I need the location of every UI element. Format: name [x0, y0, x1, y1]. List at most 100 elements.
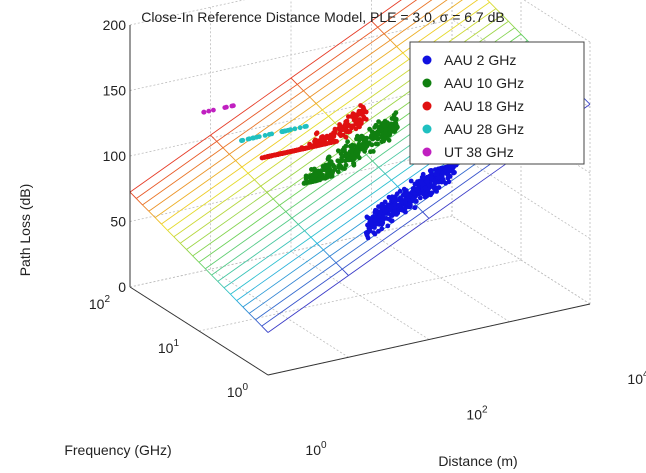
- series-aau-28-ghz: [239, 123, 309, 144]
- z-tick-label: 50: [110, 214, 126, 230]
- data-point: [325, 162, 331, 168]
- data-point: [224, 104, 229, 110]
- data-point: [401, 186, 407, 192]
- data-point: [377, 209, 383, 215]
- legend-label: UT 38 GHz: [444, 144, 514, 160]
- data-point: [379, 221, 385, 227]
- data-point: [330, 169, 336, 175]
- data-point: [429, 190, 435, 196]
- surface-line: [323, 249, 331, 257]
- tick-exponent: 2: [104, 294, 110, 305]
- data-point: [402, 199, 408, 205]
- data-point: [311, 144, 317, 149]
- data-point: [373, 141, 379, 147]
- legend-label: AAU 18 GHz: [444, 98, 524, 114]
- data-point: [443, 180, 449, 186]
- data-point: [425, 179, 430, 185]
- data-point: [353, 126, 359, 132]
- data-point: [211, 107, 216, 113]
- surface-line: [272, 198, 280, 206]
- data-point: [337, 131, 342, 137]
- data-point: [379, 201, 385, 207]
- surface-line: [254, 179, 262, 187]
- surface-line: [309, 96, 317, 104]
- data-point: [429, 175, 434, 180]
- surface-line: [247, 172, 255, 181]
- tick-exponent: 2: [482, 405, 488, 416]
- data-point: [281, 150, 287, 156]
- data-point: [239, 138, 245, 144]
- data-point: [300, 146, 305, 152]
- data-point: [201, 109, 207, 115]
- data-point: [291, 148, 297, 154]
- surface-line: [242, 306, 250, 314]
- data-point: [428, 168, 434, 173]
- floor-grid-line: [198, 259, 522, 332]
- data-point: [407, 201, 413, 207]
- data-point: [390, 212, 396, 217]
- data-point: [307, 145, 312, 150]
- x-tick-label: 100: [305, 440, 327, 458]
- data-point: [375, 136, 381, 142]
- data-point: [309, 167, 314, 172]
- data-point: [382, 135, 388, 141]
- y-tick-label: 102: [89, 294, 111, 312]
- legend-marker: [422, 101, 432, 111]
- chart-title: Close-In Reference Distance Model, PLE =…: [141, 9, 505, 25]
- data-point: [359, 144, 364, 150]
- data-point: [430, 184, 435, 189]
- data-point: [408, 178, 414, 184]
- surface-line: [297, 224, 305, 232]
- data-point: [335, 169, 341, 175]
- surface-line: [167, 230, 175, 238]
- data-point: [364, 143, 370, 149]
- legend-box: [409, 41, 585, 165]
- data-point: [262, 154, 267, 160]
- data-points: [201, 103, 459, 241]
- series-aau-2-ghz: [363, 162, 459, 241]
- surface-line: [260, 185, 268, 193]
- surface-line: [210, 134, 218, 142]
- data-point: [413, 198, 419, 204]
- data-point: [424, 193, 429, 199]
- data-point: [394, 212, 399, 217]
- data-point: [303, 173, 309, 179]
- surface-line: [422, 211, 430, 219]
- data-point: [328, 159, 334, 165]
- data-point: [325, 156, 331, 162]
- data-point: [451, 170, 456, 176]
- data-point: [343, 129, 349, 135]
- surface-line: [335, 262, 343, 270]
- tick-exponent: 1: [173, 338, 179, 349]
- surface-line: [248, 313, 256, 321]
- data-point: [416, 190, 422, 196]
- data-point: [343, 158, 348, 164]
- data-point: [446, 167, 452, 173]
- data-point: [345, 139, 350, 145]
- surface-line: [377, 26, 385, 35]
- data-point: [357, 119, 363, 125]
- data-point: [422, 185, 428, 191]
- x-tick-label: 104: [627, 369, 646, 387]
- z-tick-label: 150: [103, 83, 127, 99]
- tick-exponent: 0: [242, 382, 248, 393]
- data-point: [351, 162, 357, 168]
- data-point: [343, 134, 349, 140]
- data-point: [344, 120, 350, 125]
- tick-base: 10: [305, 442, 321, 458]
- data-point: [346, 156, 352, 162]
- wall-grid-line: [129, 84, 453, 157]
- surface-line: [296, 84, 304, 92]
- surface-line: [186, 249, 194, 257]
- surface-line: [154, 217, 162, 225]
- series-ut-38-ghz: [201, 103, 236, 115]
- data-point: [363, 137, 368, 143]
- surface-line: [241, 166, 249, 174]
- surface-line: [347, 135, 355, 143]
- surface-line: [216, 141, 224, 149]
- surface-line: [396, 46, 404, 54]
- data-point: [383, 127, 388, 132]
